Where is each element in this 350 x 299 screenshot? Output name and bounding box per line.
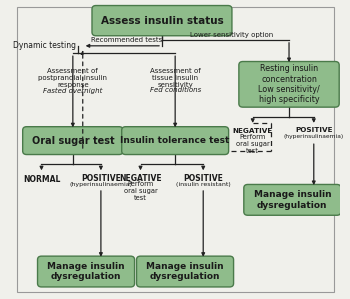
Text: Fasted overnight: Fasted overnight (43, 88, 103, 94)
Text: Perform
oral sugar
test: Perform oral sugar test (236, 134, 270, 154)
FancyBboxPatch shape (122, 127, 229, 155)
Text: NEGATIVE: NEGATIVE (233, 128, 273, 134)
Text: POSITIVE: POSITIVE (295, 127, 332, 133)
Text: (insulin resistant): (insulin resistant) (176, 182, 231, 187)
Text: (hyperinsulinaemia): (hyperinsulinaemia) (284, 134, 344, 139)
Text: Dynamic testing: Dynamic testing (13, 41, 76, 50)
Text: Oral sugar test: Oral sugar test (32, 136, 114, 146)
Text: (hyperinsulinaemia): (hyperinsulinaemia) (69, 182, 132, 187)
Text: Fed conditions: Fed conditions (149, 87, 201, 93)
Text: Assess insulin status: Assess insulin status (100, 16, 223, 26)
Text: Lower sensitivity option: Lower sensitivity option (190, 32, 274, 38)
Text: Manage insulin
dysregulation: Manage insulin dysregulation (47, 262, 125, 281)
Text: Assessment of
tissue insulin
sensitivity: Assessment of tissue insulin sensitivity (150, 68, 201, 89)
Text: NEGATIVE: NEGATIVE (119, 174, 162, 183)
FancyBboxPatch shape (136, 256, 233, 287)
Text: Manage insulin
dysregulation: Manage insulin dysregulation (146, 262, 224, 281)
Text: Insulin tolerance test: Insulin tolerance test (120, 136, 230, 145)
Text: Resting insulin
concentration
Low sensitivity/
high specificity: Resting insulin concentration Low sensit… (258, 64, 320, 104)
Text: NORMAL: NORMAL (23, 175, 60, 184)
FancyBboxPatch shape (23, 127, 123, 155)
Text: Recommended tests: Recommended tests (91, 37, 162, 43)
FancyBboxPatch shape (244, 184, 341, 215)
FancyBboxPatch shape (92, 6, 232, 36)
Text: Manage insulin
dysregulation: Manage insulin dysregulation (253, 190, 331, 210)
Text: Perform
oral sugar
test: Perform oral sugar test (124, 181, 158, 201)
Text: POSITIVE: POSITIVE (183, 174, 223, 183)
FancyBboxPatch shape (239, 62, 339, 107)
Text: Assessment of
postprandial insulin
response: Assessment of postprandial insulin respo… (38, 68, 107, 89)
FancyBboxPatch shape (37, 256, 134, 287)
Text: POSITIVE: POSITIVE (81, 174, 121, 183)
